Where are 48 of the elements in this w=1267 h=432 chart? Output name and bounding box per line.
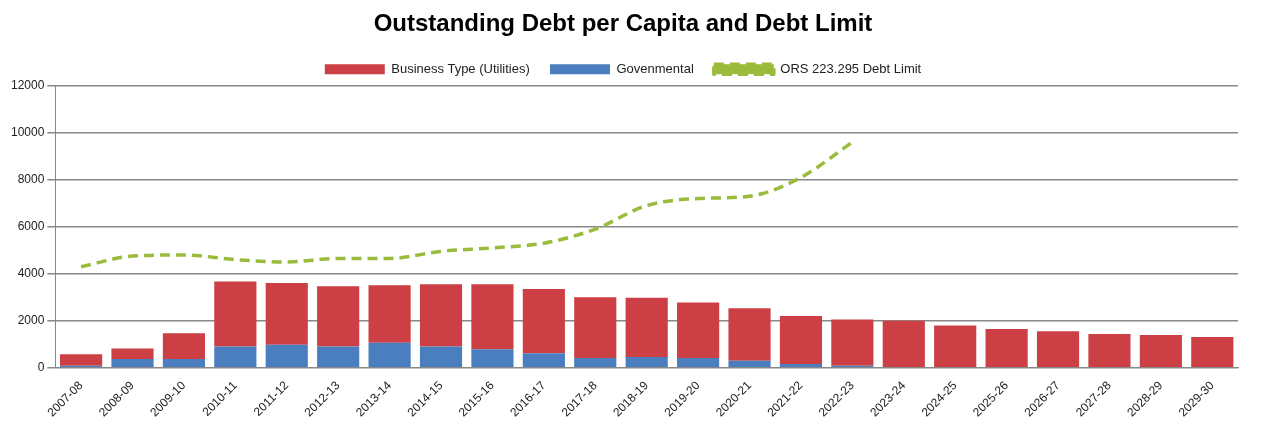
bar: [728, 360, 771, 367]
bar: [677, 358, 720, 367]
y-tick-label: 2000: [17, 313, 45, 328]
bar: [471, 284, 514, 350]
bar: [625, 357, 668, 367]
bar: [162, 333, 205, 359]
bar: [1191, 336, 1234, 367]
bar: [625, 297, 668, 358]
bar: [522, 353, 565, 367]
bar: [985, 328, 1028, 367]
bar: [265, 344, 308, 367]
bar: [419, 284, 463, 347]
bar: [317, 286, 360, 347]
legend-label: Business Type (Utilities): [391, 60, 530, 76]
y-tick-label: 4000: [17, 266, 45, 281]
bar: [779, 363, 823, 367]
chart-title: Outstanding Debt per Capita and Debt Limit: [373, 9, 873, 37]
bar: [574, 297, 617, 359]
bar: [265, 283, 308, 345]
y-tick-label: 12000: [10, 78, 45, 93]
bar: [779, 316, 823, 364]
bar: [111, 348, 154, 359]
bar: [214, 346, 257, 367]
bar: [934, 325, 977, 367]
bar: [728, 308, 771, 361]
bar: [419, 346, 463, 367]
bar: [831, 319, 874, 366]
y-tick-label: 0: [37, 359, 45, 374]
bar: [574, 358, 617, 367]
bar: [60, 354, 103, 366]
bar: [882, 320, 925, 367]
bar: [471, 349, 514, 367]
bar: [214, 281, 257, 347]
legend-label: ORS 223.295 Debt Limit: [780, 60, 922, 76]
bar: [1036, 331, 1080, 367]
bar: [111, 358, 154, 367]
bar: [1088, 334, 1131, 367]
legend-label: Govenmental: [616, 60, 694, 76]
bar: [522, 288, 565, 354]
y-tick-label: 8000: [17, 172, 45, 187]
bar: [677, 302, 720, 359]
bar: [162, 358, 205, 367]
bar: [368, 342, 411, 367]
y-tick-label: 6000: [17, 219, 45, 234]
bar: [1139, 335, 1182, 367]
bar: [368, 285, 411, 343]
bar: [317, 346, 360, 367]
y-tick-label: 10000: [10, 125, 45, 140]
